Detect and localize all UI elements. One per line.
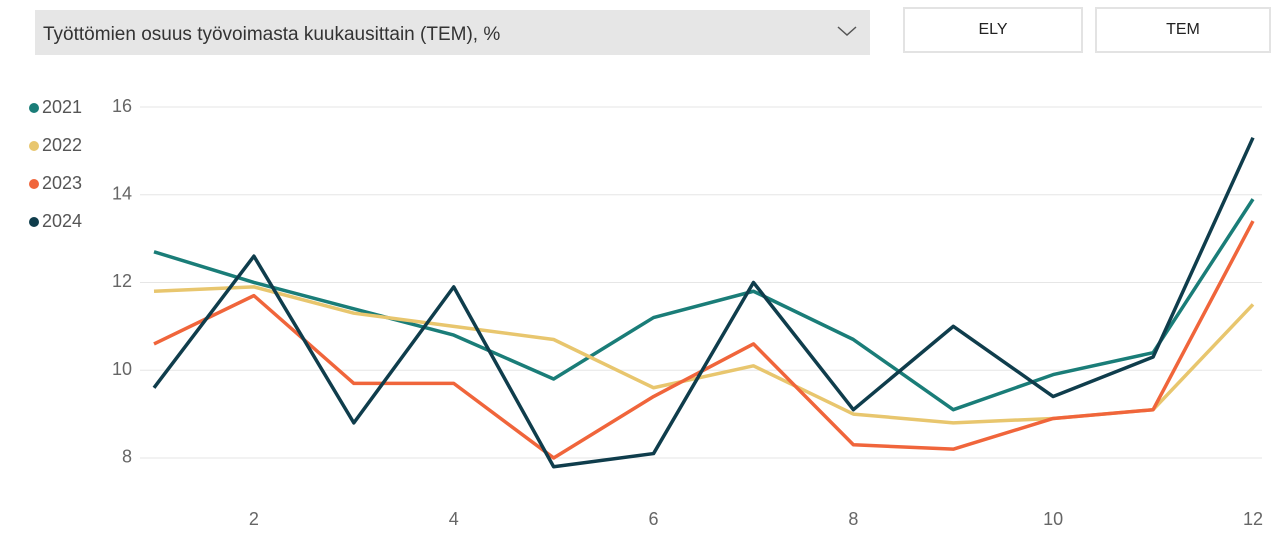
x-tick-label: 12	[1243, 509, 1263, 529]
legend-marker	[29, 141, 39, 151]
y-tick-label: 12	[112, 271, 132, 291]
legend-marker	[29, 217, 39, 227]
chevron	[837, 26, 857, 37]
legend-label: 2024	[42, 211, 82, 231]
y-tick-label: 16	[112, 96, 132, 116]
button[interactable]: ELY	[903, 7, 1083, 53]
legend-marker	[29, 179, 39, 189]
dropdown-label: Työttömien osuus työvoimasta kuukausitta…	[43, 24, 501, 45]
dropdown[interactable]: Työttömien osuus työvoimasta kuukausitta…	[35, 10, 870, 55]
x-tick-label: 2	[249, 509, 259, 529]
button[interactable]: TEM	[1095, 7, 1271, 53]
legend-label: 2021	[42, 97, 82, 117]
y-tick-label: 14	[112, 183, 132, 203]
x-tick-label: 8	[848, 509, 858, 529]
x-tick-label: 10	[1043, 509, 1063, 529]
line	[153, 220, 1255, 460]
y-tick-label: 8	[122, 447, 132, 467]
legend-label: 2023	[42, 173, 82, 193]
line	[153, 198, 1255, 412]
legend-label: 2022	[42, 135, 82, 155]
legend-marker	[29, 103, 39, 113]
x-tick-label: 4	[449, 509, 459, 529]
line	[152, 136, 1255, 469]
x-tick-label: 6	[649, 509, 659, 529]
y-tick-label: 10	[112, 359, 132, 379]
